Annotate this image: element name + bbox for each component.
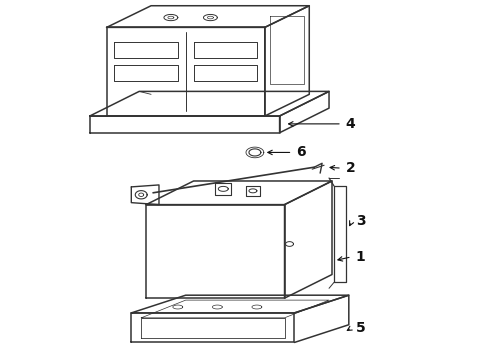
Text: 5: 5	[356, 321, 366, 335]
Text: 6: 6	[296, 145, 306, 159]
Text: 2: 2	[346, 161, 356, 175]
Text: 1: 1	[356, 250, 366, 264]
Text: 4: 4	[346, 117, 356, 131]
Text: 3: 3	[356, 214, 366, 228]
